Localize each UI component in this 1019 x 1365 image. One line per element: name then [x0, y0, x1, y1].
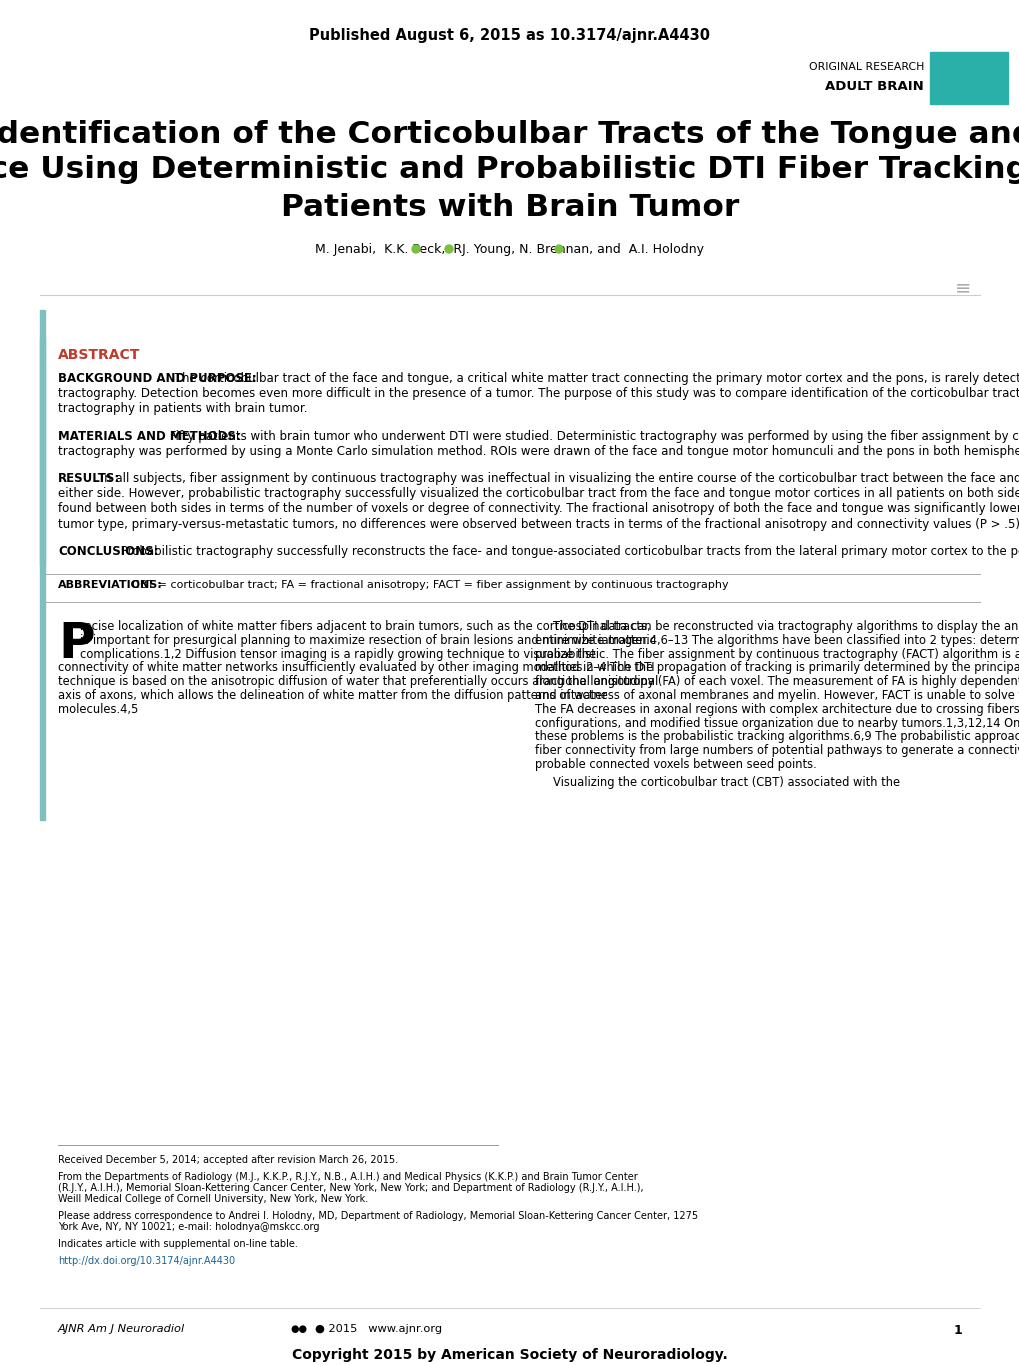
Text: BACKGROUND AND PURPOSE:: BACKGROUND AND PURPOSE: [58, 373, 257, 385]
Text: ●●: ●● [289, 1324, 307, 1334]
Text: Identification of the Corticobulbar Tracts of the Tongue and: Identification of the Corticobulbar Trac… [0, 120, 1019, 149]
Text: M. Jenabi,  K.K. Peck,  RJ. Young, N. Brennan, and  A.I. Holodny: M. Jenabi, K.K. Peck, RJ. Young, N. Bren… [315, 243, 704, 257]
Text: 1: 1 [953, 1324, 961, 1336]
Text: tractography in patients with brain tumor.: tractography in patients with brain tumo… [58, 403, 307, 415]
Text: Patients with Brain Tumor: Patients with Brain Tumor [280, 192, 739, 222]
Text: (R.J.Y., A.I.H.), Memorial Sloan-Kettering Cancer Center, New York, New York; an: (R.J.Y., A.I.H.), Memorial Sloan-Ketteri… [58, 1183, 643, 1193]
Text: tractography was performed by using a Monte Carlo simulation method. ROIs were d: tractography was performed by using a Mo… [58, 445, 1019, 457]
Text: The DTI data can be reconstructed via tractography algorithms to display the ana: The DTI data can be reconstructed via tr… [552, 620, 1019, 633]
Text: MATERIALS AND METHODS:: MATERIALS AND METHODS: [58, 430, 240, 442]
Text: complications.1,2 Diffusion tensor imaging is a rapidly growing technique to vis: complications.1,2 Diffusion tensor imagi… [79, 647, 595, 661]
Text: ADULT BRAIN: ADULT BRAIN [824, 79, 923, 93]
Text: axis of axons, which allows the delineation of white matter from the diffusion p: axis of axons, which allows the delineat… [58, 689, 606, 702]
Text: The FA decreases in axonal regions with complex architecture due to crossing fib: The FA decreases in axonal regions with … [535, 703, 1019, 715]
Text: ORIGINAL RESEARCH: ORIGINAL RESEARCH [808, 61, 923, 72]
Text: CONCLUSIONS:: CONCLUSIONS: [58, 545, 158, 558]
Text: tractography. Detection becomes even more difficult in the presence of a tumor. : tractography. Detection becomes even mor… [58, 388, 1019, 400]
Text: tumor type, primary-versus-metastatic tumors, no differences were observed betwe: tumor type, primary-versus-metastatic tu… [58, 517, 1019, 531]
Text: York Ave, NY, NY 10021; e-mail: holodnya@mskcc.org: York Ave, NY, NY 10021; e-mail: holodnya… [58, 1223, 319, 1233]
Text: CBT = corticobulbar tract; FA = fractional anisotropy; FACT = fiber assignment b: CBT = corticobulbar tract; FA = fraction… [125, 580, 729, 590]
Text: found between both sides in terms of the number of voxels or degree of connectiv: found between both sides in terms of the… [58, 502, 1019, 516]
Bar [40, 339, 45, 820]
Text: fiber connectivity from large numbers of potential pathways to generate a connec: fiber connectivity from large numbers of… [535, 744, 1019, 758]
Text: ABBREVIATIONS:: ABBREVIATIONS: [58, 580, 163, 590]
Bar [929, 52, 1007, 104]
Text: Published August 6, 2015 as 10.3174/ajnr.A4430: Published August 6, 2015 as 10.3174/ajnr… [309, 29, 710, 44]
Text: Face Using Deterministic and Probabilistic DTI Fiber Tracking in: Face Using Deterministic and Probabilist… [0, 156, 1019, 184]
Text: In all subjects, fiber assignment by continuous tractography was ineffectual in : In all subjects, fiber assignment by con… [98, 472, 1019, 485]
Text: ABSTRACT: ABSTRACT [58, 348, 141, 362]
Text: Probabilistic tractography successfully reconstructs the face- and tongue-associ: Probabilistic tractography successfully … [117, 545, 1019, 558]
Text: molecules.4,5: molecules.4,5 [58, 703, 139, 715]
Text: and intactness of axonal membranes and myelin. However, FACT is unable to solve : and intactness of axonal membranes and m… [535, 689, 1019, 702]
Text: Please address correspondence to Andrei I. Holodny, MD, Department of Radiology,: Please address correspondence to Andrei … [58, 1211, 697, 1222]
Bar [40, 310, 45, 565]
Text: From the Departments of Radiology (M.J., K.K.P., R.J.Y., N.B., A.I.H.) and Medic: From the Departments of Radiology (M.J.,… [58, 1171, 637, 1182]
Text: entire white matter.4,6–13 The algorithms have been classified into 2 types: det: entire white matter.4,6–13 The algorithm… [535, 633, 1019, 647]
Text: method in which the propagation of tracking is primarily determined by the princ: method in which the propagation of track… [535, 662, 1019, 674]
Text: probable connected voxels between seed points.: probable connected voxels between seed p… [535, 758, 816, 771]
Text: technique is based on the anisotropic diffusion of water that preferentially occ: technique is based on the anisotropic di… [58, 676, 657, 688]
Circle shape [554, 244, 562, 253]
Text: RESULTS:: RESULTS: [58, 472, 120, 485]
Text: probabilistic. The fiber assignment by continuous tractography (FACT) algorithm : probabilistic. The fiber assignment by c… [535, 647, 1019, 661]
Text: The corticobulbar tract of the face and tongue, a critical white matter tract co: The corticobulbar tract of the face and … [171, 373, 1019, 385]
Text: AJNR Am J Neuroradiol: AJNR Am J Neuroradiol [58, 1324, 184, 1334]
Text: Copyright 2015 by American Society of Neuroradiology.: Copyright 2015 by American Society of Ne… [291, 1349, 728, 1362]
Circle shape [412, 244, 420, 253]
Text: is important for presurgical planning to maximize resection of brain lesions and: is important for presurgical planning to… [79, 633, 655, 647]
Text: configurations, and modified tissue organization due to nearby tumors.1,3,12,14 : configurations, and modified tissue orga… [535, 717, 1019, 730]
Text: these problems is the probabilistic tracking algorithms.6,9 The probabilistic ap: these problems is the probabilistic trac… [535, 730, 1019, 744]
Circle shape [444, 244, 452, 253]
Text: Received December 5, 2014; accepted after revision March 26, 2015.: Received December 5, 2014; accepted afte… [58, 1155, 397, 1164]
Text: ● 2015   www.ajnr.org: ● 2015 www.ajnr.org [315, 1324, 441, 1334]
Text: Weill Medical College of Cornell University, New York, New York.: Weill Medical College of Cornell Univers… [58, 1194, 368, 1204]
Text: connectivity of white matter networks insufficiently evaluated by other imaging : connectivity of white matter networks in… [58, 662, 654, 674]
Text: Fifty patients with brain tumor who underwent DTI were studied. Deterministic tr: Fifty patients with brain tumor who unde… [166, 430, 1019, 442]
Text: Visualizing the corticobulbar tract (CBT) associated with the: Visualizing the corticobulbar tract (CBT… [552, 775, 899, 789]
Text: ≡: ≡ [954, 278, 970, 298]
Text: recise localization of white matter fibers adjacent to brain tumors, such as the: recise localization of white matter fibe… [79, 620, 650, 633]
Text: http://dx.doi.org/10.3174/ajnr.A4430: http://dx.doi.org/10.3174/ajnr.A4430 [58, 1256, 235, 1265]
Text: P: P [58, 620, 95, 667]
Text: Indicates article with supplemental on-line table.: Indicates article with supplemental on-l… [58, 1239, 298, 1249]
Text: fractional anisotropy (FA) of each voxel. The measurement of FA is highly depend: fractional anisotropy (FA) of each voxel… [535, 676, 1019, 688]
Text: either side. However, probabilistic tractography successfully visualized the cor: either side. However, probabilistic trac… [58, 487, 1019, 500]
